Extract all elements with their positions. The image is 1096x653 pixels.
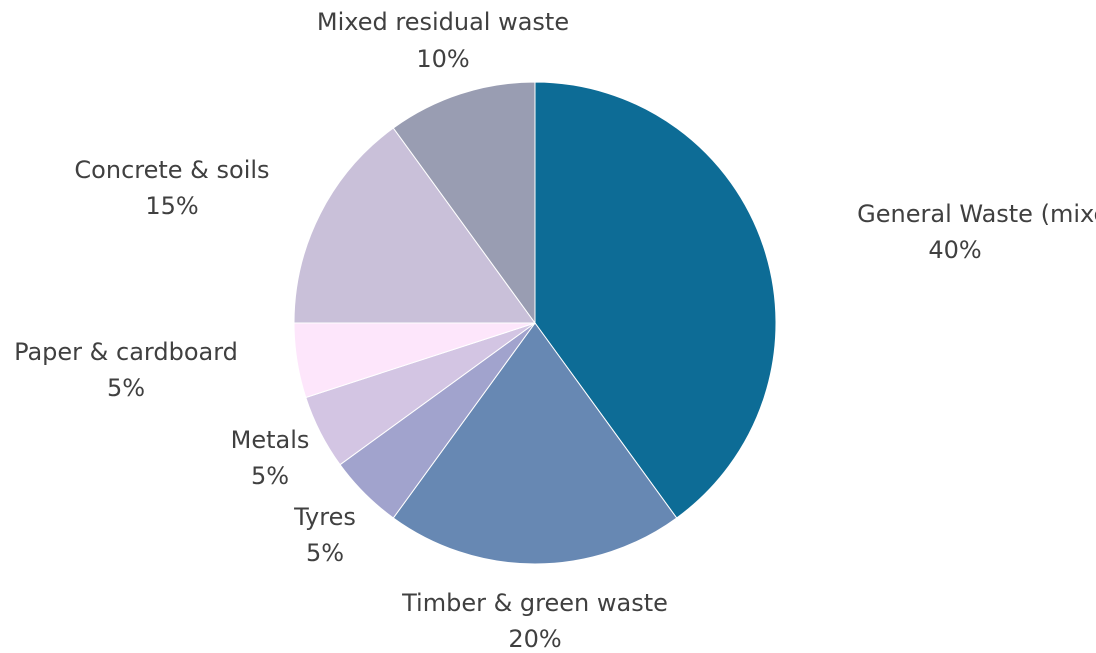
pie-slice-mixed-residual-waste [392, 81, 536, 325]
slice-value-paper: 5% [107, 374, 145, 402]
slice-label-timber: Timber & green waste [401, 589, 668, 617]
slice-label-concrete: Concrete & soils [74, 156, 269, 184]
pie-slices [293, 81, 777, 565]
slice-value-concrete: 15% [145, 192, 198, 220]
slice-value-metals: 5% [251, 462, 289, 490]
slice-label-paper: Paper & cardboard [14, 338, 238, 366]
slice-value-timber: 20% [508, 625, 561, 653]
slice-value-general-waste: 40% [928, 236, 981, 264]
slice-value-mixed-residual: 10% [416, 45, 469, 73]
pie-slice-timber-green-waste [392, 322, 678, 565]
pie-slice-concrete-soils [293, 127, 536, 324]
slice-label-mixed-residual: Mixed residual waste [317, 8, 569, 36]
pie-slice-general-waste-mixed [534, 81, 777, 519]
slice-value-tyres: 5% [306, 539, 344, 567]
slice-label-metals: Metals [231, 426, 310, 454]
slice-label-tyres: Tyres [293, 503, 356, 531]
slice-label-general-waste: General Waste (mixed) [857, 200, 1096, 228]
